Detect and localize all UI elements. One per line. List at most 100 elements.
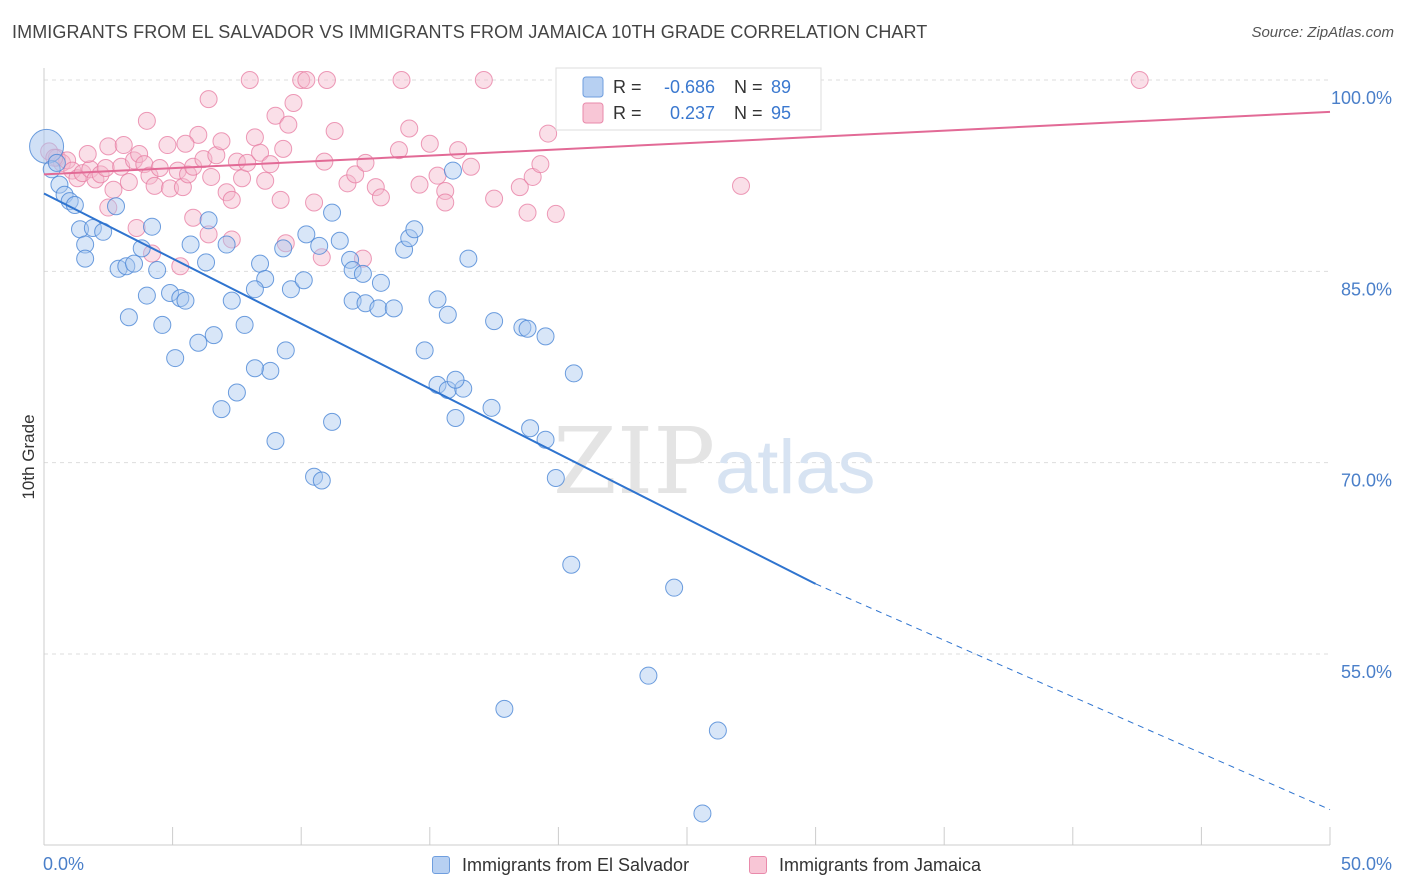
el-salvador-point: [166, 349, 185, 368]
y-tick-label: 100.0%: [1331, 88, 1392, 108]
el-salvador-point: [708, 721, 727, 740]
watermark-zip: ZIP: [553, 408, 715, 515]
jamaica-point: [240, 71, 259, 89]
el-salvador-point: [171, 289, 190, 308]
el-salvador-point: [665, 578, 684, 597]
tick-labels: 100.0% 85.0% 70.0% 55.0% 0.0% 50.0%: [43, 88, 1392, 874]
el-salvador-point: [536, 430, 555, 449]
el-salvador-point: [276, 341, 295, 360]
el-salvador-point: [369, 299, 388, 318]
jamaica-point: [305, 193, 324, 212]
el-salvador-point: [189, 333, 208, 352]
jamaica-point: [245, 128, 264, 147]
jamaica-point: [428, 166, 447, 185]
jamaica-point: [366, 178, 385, 197]
el-salvador-point: [341, 250, 360, 269]
el-salvador-point: [353, 264, 372, 283]
el-salvador-point: [83, 218, 102, 237]
jamaica-point: [732, 176, 751, 195]
el-salvador-point: [148, 261, 167, 280]
jamaica-point: [353, 249, 372, 268]
el-salvador-point: [446, 370, 465, 389]
legend-label-jamaica: Immigrants from Jamaica: [779, 854, 982, 875]
el-salvador-point: [47, 153, 66, 172]
el-salvador-point: [639, 666, 658, 685]
el-salvador-point: [400, 229, 419, 248]
el-salvador-point: [212, 400, 231, 419]
bottom-legend-item-jamaica[interactable]: Immigrants from Jamaica: [749, 851, 981, 879]
el-salvador-point: [495, 699, 514, 718]
y-tick-label: 70.0%: [1341, 471, 1392, 491]
jamaica-point: [127, 218, 146, 237]
jamaica-point: [420, 134, 439, 153]
el-salvador-point: [323, 412, 342, 431]
jamaica-point: [410, 175, 429, 194]
legend-r-value-blue: -0.686: [664, 77, 715, 97]
jamaica-point: [436, 193, 455, 212]
el-salvador-point: [176, 291, 195, 310]
jamaica-point: [168, 161, 187, 180]
legend-n-label-pink: N =: [734, 103, 763, 123]
el-salvador-point: [222, 291, 241, 310]
jamaica-point: [531, 155, 550, 174]
jamaica-point: [389, 141, 408, 160]
el-salvador-point: [485, 312, 504, 331]
jamaica-point: [392, 71, 411, 89]
jamaica-point: [474, 71, 493, 89]
el-salvador-point: [65, 196, 84, 215]
jamaica-point: [449, 141, 468, 160]
el-salvador-point: [119, 308, 138, 327]
x-tick-label: 50.0%: [1341, 854, 1392, 874]
jamaica-point: [292, 71, 311, 89]
el-salvador-point: [546, 468, 565, 487]
jamaica-point: [400, 119, 419, 138]
jamaica-point: [158, 136, 177, 155]
jamaica-point: [276, 234, 295, 253]
el-salvador-point: [562, 555, 581, 574]
legend-n-label-blue: N =: [734, 77, 763, 97]
el-salvador-point: [50, 175, 69, 194]
el-salvador-point: [181, 235, 200, 254]
el-salvador-point: [76, 235, 95, 254]
legend-swatch-el-salvador: [432, 856, 450, 874]
jamaica-point: [371, 188, 390, 207]
jamaica-point: [1130, 71, 1149, 89]
jamaica-point: [279, 115, 298, 134]
jamaica-point: [140, 166, 159, 185]
el-salvador-point: [245, 359, 264, 378]
jamaica-point: [461, 157, 480, 176]
el-salvador-point: [199, 211, 218, 230]
el-salvador-point: [564, 364, 583, 383]
jamaica-point: [312, 248, 331, 267]
el-salvador-point: [428, 290, 447, 309]
axes: [43, 68, 1331, 846]
source-label: Source: ZipAtlas.com: [1251, 24, 1394, 41]
legend-n-value-blue: 89: [771, 77, 791, 97]
data-points: [29, 71, 1149, 823]
jamaica-point: [99, 137, 118, 156]
legend-r-value-pink: 0.237: [670, 103, 715, 123]
jamaica-point: [78, 144, 97, 163]
el-salvador-point: [161, 284, 180, 303]
bottom-legend-item-el-salvador[interactable]: Immigrants from El Salvador: [432, 851, 689, 879]
el-salvador-trend-line: [43, 192, 817, 585]
jamaica-point: [284, 93, 303, 112]
jamaica-point: [297, 71, 316, 89]
jamaica-point: [274, 139, 293, 158]
watermark: ZIP atlas: [553, 408, 876, 515]
el-salvador-point: [443, 161, 462, 180]
el-salvador-trend-extension: [815, 583, 1331, 811]
jamaica-point: [222, 190, 241, 209]
el-salvador-point: [125, 254, 144, 273]
el-salvador-point: [310, 236, 329, 255]
el-salvador-point: [266, 431, 285, 450]
jamaica-point: [233, 169, 252, 188]
legend-label-el-salvador: Immigrants from El Salvador: [462, 854, 690, 875]
jamaica-point: [539, 124, 558, 143]
el-salvador-point: [204, 326, 223, 345]
jamaica-point: [238, 153, 257, 172]
el-salvador-point: [235, 315, 254, 334]
el-salvador-point: [297, 225, 316, 244]
el-salvador-point: [693, 804, 712, 823]
